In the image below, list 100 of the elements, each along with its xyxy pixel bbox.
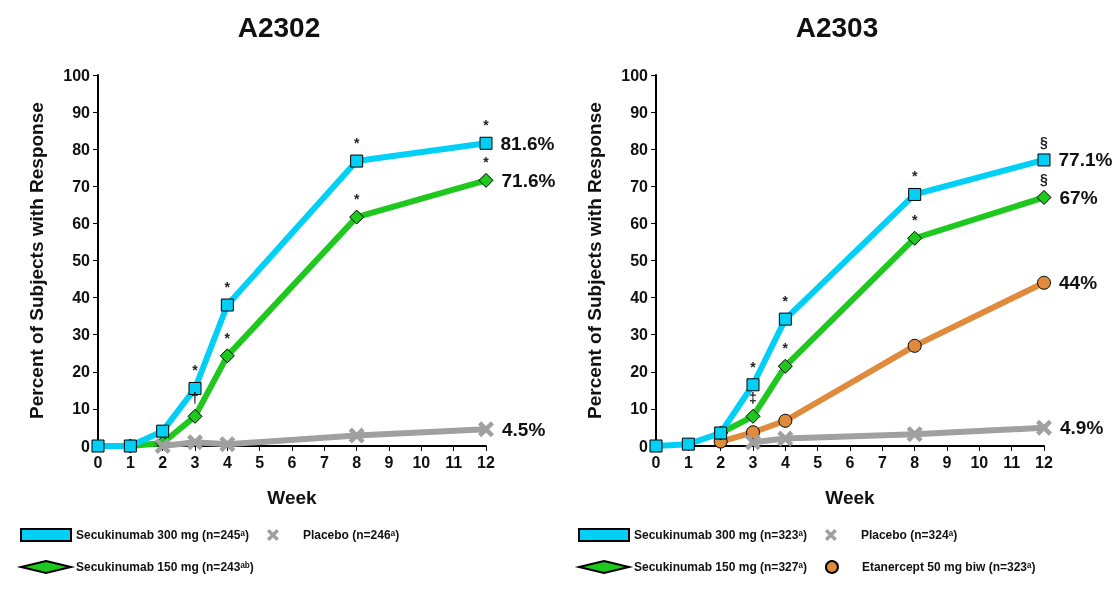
annotation: * [750, 358, 757, 375]
x-tick-label: 7 [319, 453, 329, 471]
x-axis-title: Week [267, 487, 318, 508]
data-label: 4.9% [1060, 417, 1104, 439]
x-tick-label: 5 [813, 453, 823, 471]
y-tick-label: 50 [630, 252, 649, 269]
x-tick-label: 6 [287, 453, 297, 471]
legend-label: Etanercept 50 mg biw (n=323ᵃ) [861, 560, 1036, 574]
annotation: § [1040, 171, 1049, 188]
y-tick-label: 80 [72, 140, 91, 158]
x-tick-label: 4 [780, 453, 790, 471]
annotation: † [191, 390, 199, 407]
x-tick-label: 7 [877, 453, 887, 471]
annotation: * [483, 117, 490, 134]
x-tick-label: 12 [477, 453, 495, 471]
x-tick-label: 8 [352, 453, 362, 471]
annotation: * [353, 191, 360, 208]
point [778, 312, 792, 326]
y-tick-label: 60 [72, 214, 91, 232]
x-tick-label: 10 [970, 453, 989, 471]
point [219, 348, 235, 364]
y-tick-label: 0 [81, 437, 91, 455]
point [777, 430, 794, 447]
point [1036, 189, 1052, 205]
point [746, 378, 760, 392]
point [219, 436, 236, 453]
x-tick-label: 3 [748, 453, 758, 471]
chart-title: A2302 [237, 11, 321, 43]
x-tick-label: 6 [845, 453, 855, 471]
annotation: * [911, 168, 918, 185]
x-tick-label: 5 [255, 453, 265, 471]
annotation: * [192, 362, 199, 379]
point [349, 209, 365, 225]
data-label: 77.1% [1058, 149, 1113, 171]
annotation: * [483, 154, 490, 171]
point [220, 298, 234, 312]
legend-label: Secukinumab 150 mg (n=327ᵃ) [634, 560, 807, 574]
annotation: * [782, 293, 789, 310]
y-tick-label: 90 [72, 103, 91, 121]
x-tick-label: 10 [412, 453, 431, 471]
point [187, 434, 203, 451]
y-axis-title: Percent of Subjects with Response [26, 102, 47, 419]
y-tick-label: 50 [72, 252, 91, 269]
point [908, 187, 922, 201]
legend-label: Placebo (n=246ᵃ) [302, 528, 400, 542]
y-tick-label: 40 [630, 289, 649, 307]
y-tick-label: 80 [630, 140, 649, 158]
point [348, 427, 365, 444]
x-tick-label: 1 [683, 453, 693, 471]
y-axis-title: Percent of Subjects with Response [584, 102, 605, 419]
y-tick-label: 30 [630, 326, 649, 344]
x-tick-label: 3 [190, 453, 200, 471]
y-tick-label: 100 [621, 66, 649, 84]
y-tick-label: 90 [630, 103, 649, 121]
y-tick-label: 0 [639, 437, 649, 455]
point [1037, 275, 1051, 290]
data-label: 67% [1059, 186, 1098, 208]
point [778, 413, 793, 428]
x-tick-label: 4 [222, 453, 232, 471]
y-tick-label: 60 [630, 214, 649, 232]
x-tick-label: 11 [1003, 453, 1021, 471]
annotation: § [1040, 133, 1049, 150]
x-tick-label: 11 [445, 453, 463, 471]
legend-label: Secukinumab 300 mg (n=245ᵃ) [76, 528, 249, 542]
point [906, 426, 923, 443]
x-tick-label: 1 [125, 453, 135, 471]
point [479, 136, 493, 150]
y-tick-label: 10 [72, 400, 91, 418]
point [649, 439, 663, 453]
x-tick-label: 2 [158, 453, 168, 471]
y-tick-label: 20 [72, 363, 91, 381]
annotation: * [353, 135, 360, 152]
point [745, 408, 761, 424]
point [745, 434, 761, 451]
chart-title: A2303 [795, 11, 879, 43]
x-tick-label: 9 [942, 453, 952, 471]
point [681, 437, 695, 451]
point [91, 439, 105, 453]
x-tick-label: 0 [93, 453, 103, 471]
point [907, 230, 923, 246]
x-tick-label: 2 [716, 453, 726, 471]
x-tick-label: 9 [384, 453, 394, 471]
point [478, 421, 494, 438]
point [350, 154, 364, 168]
point [156, 424, 170, 438]
y-tick-label: 30 [72, 326, 91, 344]
y-tick-label: 70 [630, 177, 649, 195]
point [907, 338, 922, 353]
y-tick-label: 10 [630, 400, 649, 418]
x-axis-title: Week [825, 487, 876, 508]
y-tick-label: 70 [72, 177, 91, 195]
data-label: 44% [1059, 272, 1098, 294]
data-label: 4.5% [502, 418, 546, 440]
point [187, 408, 203, 424]
x-tick-label: 0 [651, 453, 661, 471]
y-tick-label: 100 [63, 66, 91, 84]
point [777, 358, 793, 374]
annotation: * [911, 212, 918, 229]
legend-label: Secukinumab 150 mg (n=243ᵃᵇ) [76, 560, 254, 574]
annotation: * [224, 329, 231, 346]
